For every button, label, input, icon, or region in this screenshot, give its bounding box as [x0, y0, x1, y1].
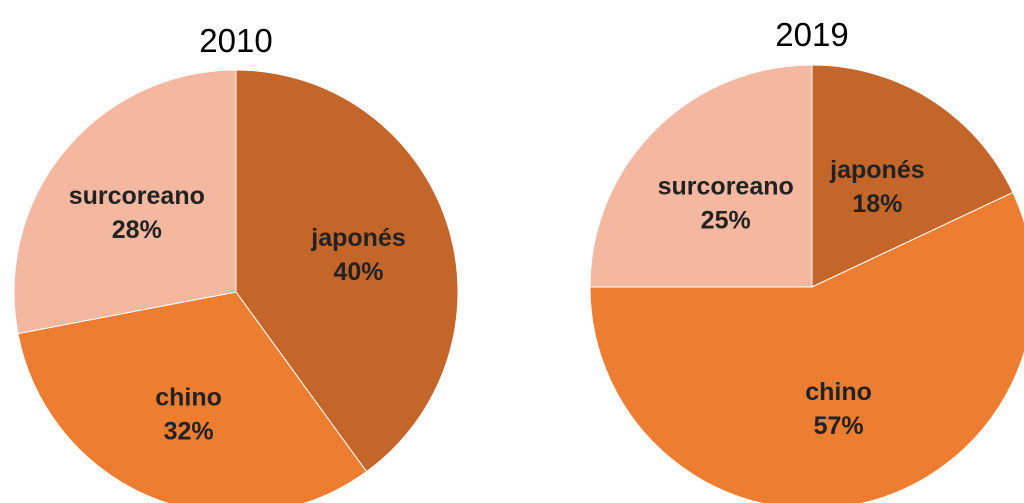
pie-slice-surcoreano [589, 64, 813, 288]
pie-slice-chino [589, 191, 1024, 503]
slice-label-surcoreano: surcoreano 25% [658, 173, 794, 235]
slice-label-japones: japonés 40% [310, 224, 405, 286]
slice-value-chino: 57% [814, 412, 864, 440]
slice-value-surcoreano: 25% [701, 207, 751, 235]
pie-chart-2010: 2010 japonés 40% chino 32% surcoreano 28% [13, 22, 459, 503]
slice-label-surcoreano: surcoreano 28% [69, 182, 205, 244]
pie-slice-japones [811, 64, 1014, 288]
slice-value-surcoreano: 28% [112, 216, 162, 244]
pie-slice-chino [17, 291, 368, 503]
slice-value-chino: 32% [164, 418, 214, 446]
slice-category-japones: japonés [310, 224, 405, 252]
slice-value-japones: 40% [333, 258, 383, 286]
pie-slices-2019 [589, 64, 1024, 503]
slice-category-chino: chino [155, 384, 222, 412]
slice-category-surcoreano: surcoreano [658, 173, 794, 201]
pie-labels-2010: japonés 40% chino 32% surcoreano 28% [69, 182, 406, 446]
slice-label-japones: japonés 18% [829, 156, 924, 218]
pie-slices-2010 [13, 69, 459, 503]
slice-label-chino: chino 57% [805, 378, 872, 440]
slice-category-surcoreano: surcoreano [69, 182, 205, 210]
slice-value-japones: 18% [852, 190, 902, 218]
slice-label-chino: chino 32% [155, 384, 222, 446]
chart-title-2010: 2010 [199, 22, 272, 59]
pie-slice-surcoreano [13, 69, 237, 335]
chart-title-2019: 2019 [775, 16, 848, 53]
pie-chart-2019: 2019 japonés 18% chino 57% surcoreano 25% [589, 16, 1024, 503]
slice-category-japones: japonés [829, 156, 924, 184]
slice-category-chino: chino [805, 378, 872, 406]
pie-slice-japones [235, 69, 459, 473]
pie-labels-2019: japonés 18% chino 57% surcoreano 25% [658, 156, 925, 440]
